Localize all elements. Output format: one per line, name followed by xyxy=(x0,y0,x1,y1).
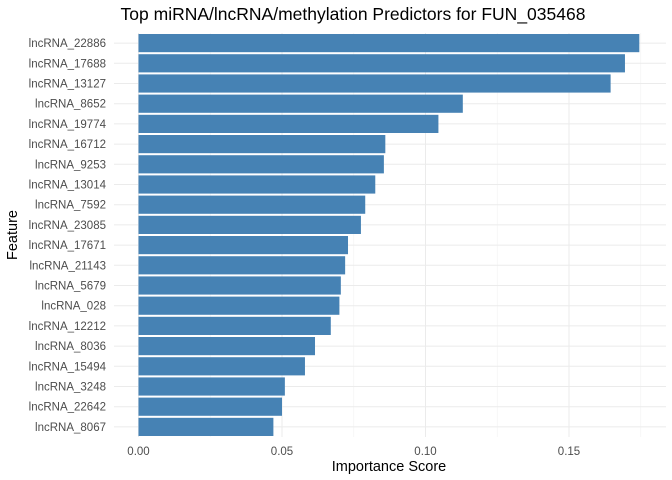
y-tick-label: lncRNA_17671 xyxy=(29,240,106,252)
y-tick-label: lncRNA_21143 xyxy=(29,260,106,272)
bar xyxy=(138,175,376,194)
y-axis-title: Feature xyxy=(5,210,21,260)
x-tick-label: 0.05 xyxy=(271,446,293,458)
grid xyxy=(114,33,666,437)
bar xyxy=(138,195,366,214)
y-tick-label: lncRNA_15494 xyxy=(29,361,107,373)
y-tick-label: lncRNA_22886 xyxy=(29,38,106,50)
bar xyxy=(138,34,640,53)
y-tick-label: lncRNA_5679 xyxy=(35,281,106,293)
bar xyxy=(138,256,346,275)
bar xyxy=(138,114,439,133)
y-tick-label: lncRNA_8652 xyxy=(35,99,106,111)
bar xyxy=(138,417,274,436)
bar xyxy=(138,54,625,73)
y-tick-label: lncRNA_7592 xyxy=(35,200,106,212)
bar xyxy=(138,215,361,234)
y-tick-labels: lncRNA_22886 lncRNA_17688 lncRNA_13127 lncR… xyxy=(29,38,107,434)
x-tick-labels: 0.00 0.05 0.10 0.15 xyxy=(127,446,580,458)
y-tick-label: lncRNA_9253 xyxy=(35,159,106,171)
bar xyxy=(138,296,340,315)
y-tick-label: lncRNA_8067 xyxy=(35,422,106,434)
y-tick-label: lncRNA_12212 xyxy=(29,321,106,333)
y-tick-label: lncRNA_16712 xyxy=(29,139,106,151)
bar xyxy=(138,397,282,416)
bar xyxy=(138,377,285,396)
bar xyxy=(138,357,305,376)
bar xyxy=(138,94,463,113)
x-tick-label: 0.00 xyxy=(127,446,149,458)
bar xyxy=(138,337,316,356)
bar xyxy=(138,74,611,93)
y-tick-label: lncRNA_22642 xyxy=(29,402,106,414)
y-tick-label: lncRNA_13127 xyxy=(29,79,106,91)
x-axis-title: Importance Score xyxy=(332,459,446,475)
x-tick-label: 0.15 xyxy=(558,446,580,458)
y-tick-label: lncRNA_19774 xyxy=(29,119,107,131)
bars xyxy=(138,34,640,436)
bar xyxy=(138,236,349,255)
y-tick-label: lncRNA_23085 xyxy=(29,220,106,232)
chart-title: Top miRNA/lncRNA/methylation Predictors … xyxy=(121,4,586,25)
bar xyxy=(138,155,384,174)
y-tick-label: lncRNA_17688 xyxy=(29,58,106,70)
y-tick-label: lncRNA_028 xyxy=(41,301,106,313)
x-tick-label: 0.10 xyxy=(414,446,436,458)
y-tick-label: lncRNA_13014 xyxy=(29,180,107,192)
y-tick-label: lncRNA_8036 xyxy=(35,341,106,353)
y-tick-label: lncRNA_3248 xyxy=(35,382,106,394)
bar xyxy=(138,316,331,335)
bar xyxy=(138,135,386,154)
bar xyxy=(138,276,341,295)
